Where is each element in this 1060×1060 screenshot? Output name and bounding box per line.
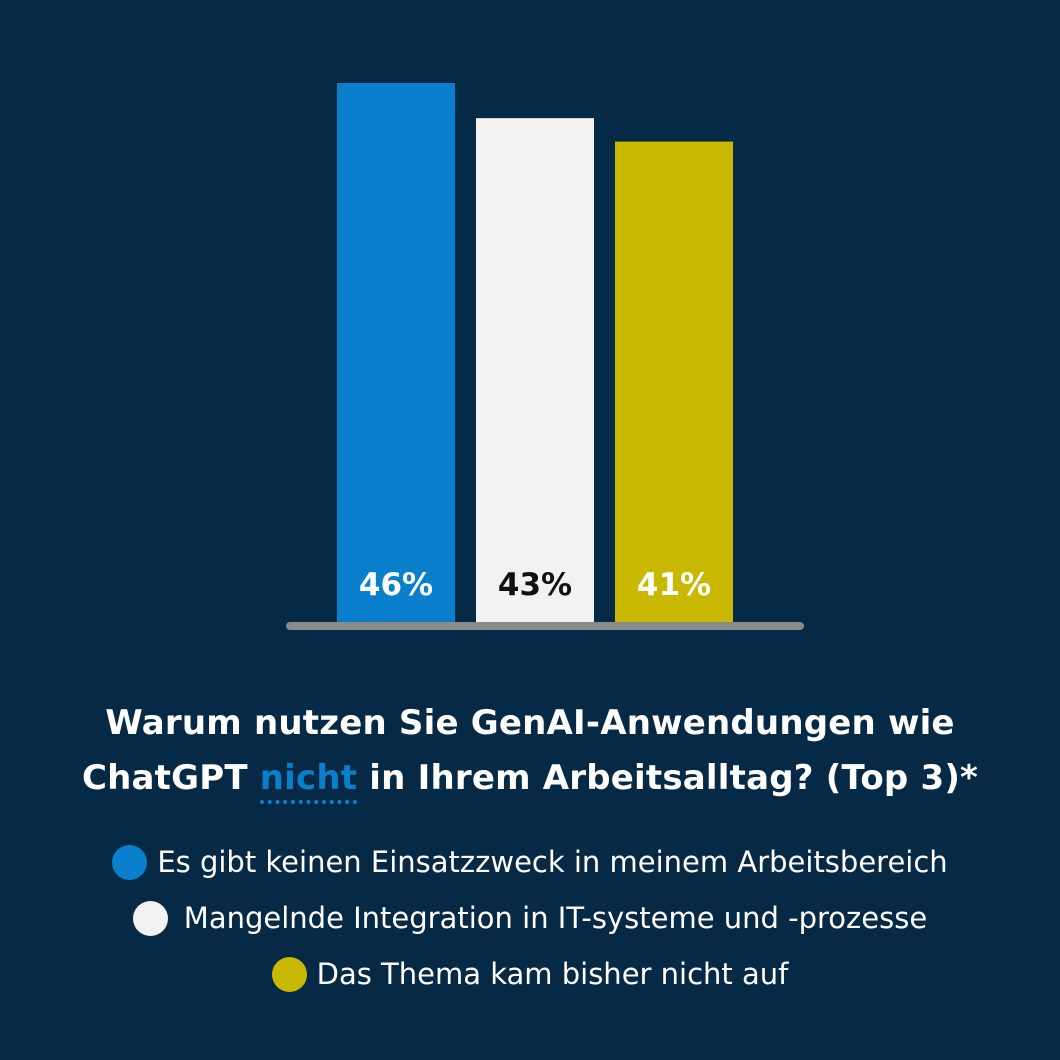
bar-2 bbox=[476, 118, 594, 623]
legend-label-3: Das Thema kam bisher nicht auf bbox=[316, 957, 789, 991]
legend-item-3: Das Thema kam bisher nicht auf bbox=[0, 954, 1060, 994]
title-highlight-nicht: nicht bbox=[259, 758, 358, 804]
legend-item-2: Mangelnde Integration in IT-systeme und … bbox=[0, 898, 1060, 938]
title-line-1: Warum nutzen Sie GenAI-Anwendungen wie bbox=[105, 703, 955, 743]
chart-title: Warum nutzen Sie GenAI-Anwendungen wie C… bbox=[0, 696, 1060, 806]
bar-chart: 46% 43% 41% bbox=[286, 83, 804, 630]
legend-label-2: Mangelnde Integration in IT-systeme und … bbox=[183, 901, 928, 935]
legend-item-1: Es gibt keinen Einsatzzweck in meinem Ar… bbox=[0, 842, 1060, 882]
legend-dot-white bbox=[132, 900, 168, 936]
title-line-2-end: in Ihrem Arbeitsalltag? (Top 3)* bbox=[369, 758, 979, 798]
bar-3 bbox=[615, 141, 733, 622]
legend-dot-yellow bbox=[271, 956, 307, 992]
legend-label-1: Es gibt keinen Einsatzzweck in meinem Ar… bbox=[157, 845, 948, 879]
bar-value-label-1: 46% bbox=[359, 567, 433, 603]
legend-dot-blue bbox=[112, 844, 148, 880]
bar-1 bbox=[337, 83, 455, 622]
title-chatgpt: ChatGPT bbox=[81, 758, 248, 798]
bar-value-label-2: 43% bbox=[498, 567, 572, 603]
bar-value-label-3: 41% bbox=[637, 567, 711, 603]
